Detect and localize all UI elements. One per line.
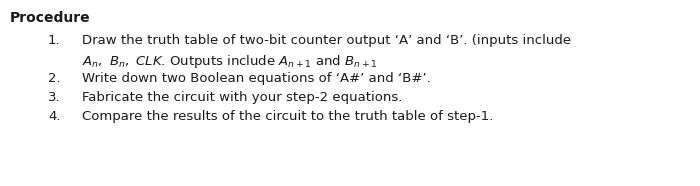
- Text: Fabricate the circuit with your step-2 equations.: Fabricate the circuit with your step-2 e…: [82, 91, 402, 104]
- Text: 4.: 4.: [48, 110, 60, 123]
- Text: 3.: 3.: [48, 91, 61, 104]
- Text: Draw the truth table of two-bit counter output ‘A’ and ‘B’. (inputs include: Draw the truth table of two-bit counter …: [82, 34, 571, 47]
- Text: $A_n,\ B_n,\ CLK$. Outputs include $A_{n+1}$ and $B_{n+1}$: $A_n,\ B_n,\ CLK$. Outputs include $A_{n…: [82, 53, 378, 70]
- Text: Compare the results of the circuit to the truth table of step-1.: Compare the results of the circuit to th…: [82, 110, 494, 123]
- Text: 1.: 1.: [48, 34, 61, 47]
- Text: 2.: 2.: [48, 72, 61, 85]
- Text: Write down two Boolean equations of ‘A#’ and ‘B#’.: Write down two Boolean equations of ‘A#’…: [82, 72, 430, 85]
- Text: Procedure: Procedure: [10, 11, 90, 25]
